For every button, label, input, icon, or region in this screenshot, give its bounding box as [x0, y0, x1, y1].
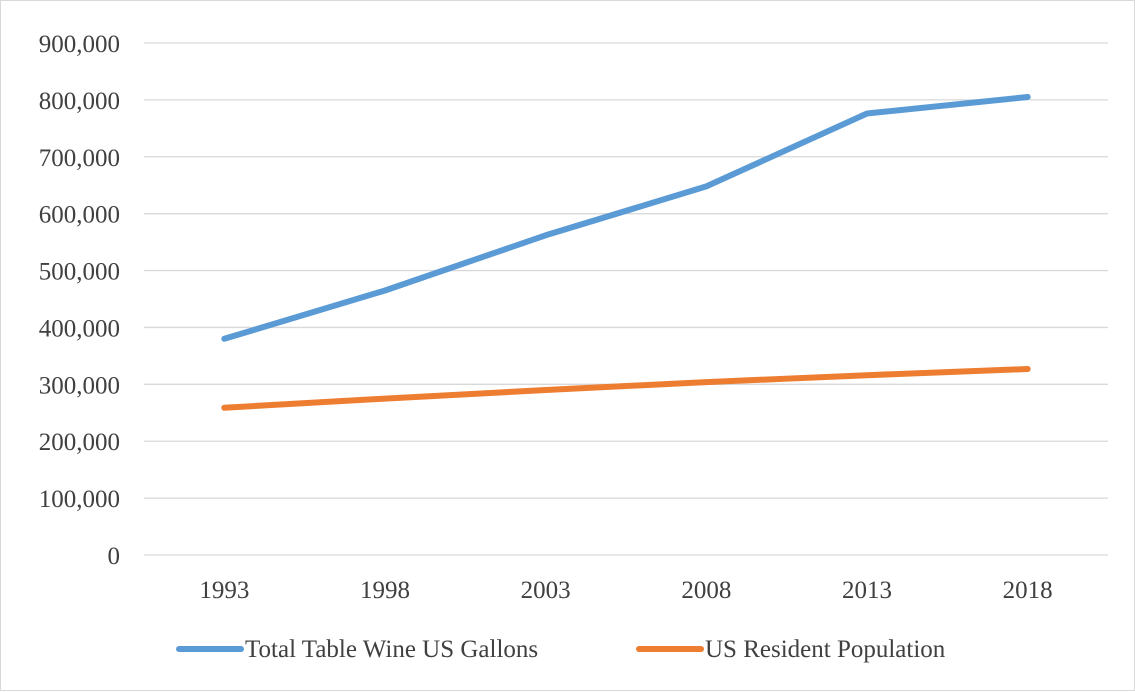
series-line-1: [221, 366, 1031, 411]
x-axis-tick-labels: 1993 1998 2003 2008 2013 2018: [199, 577, 1052, 604]
y-tick-label: 0: [108, 543, 121, 570]
gridlines: [144, 42, 1108, 556]
y-tick-label: 100,000: [39, 486, 120, 513]
y-tick-label: 700,000: [39, 145, 120, 172]
x-tick-label: 2013: [842, 577, 892, 604]
y-tick-label: 900,000: [39, 31, 120, 58]
y-tick-label: 500,000: [39, 259, 120, 286]
y-tick-label: 200,000: [39, 429, 120, 456]
x-tick-label: 2018: [1003, 577, 1053, 604]
x-tick-label: 1993: [199, 577, 249, 604]
series-line-0: [221, 94, 1031, 342]
x-tick-label: 1998: [360, 577, 410, 604]
y-axis-tick-labels: 0 100,000 200,000 300,000 400,000 500,000 600,…: [39, 31, 120, 570]
y-tick-label: 800,000: [39, 88, 120, 115]
legend-label-1: US Resident Population: [705, 636, 946, 663]
y-tick-label: 400,000: [39, 315, 120, 342]
legend: Total Table Wine US Gallons US Resident P…: [176, 636, 946, 663]
y-tick-label: 600,000: [39, 202, 120, 229]
series-lines: [221, 94, 1031, 411]
legend-label-0: Total Table Wine US Gallons: [245, 636, 538, 663]
x-tick-label: 2008: [681, 577, 731, 604]
x-tick-label: 2003: [521, 577, 571, 604]
y-tick-label: 300,000: [39, 372, 120, 399]
